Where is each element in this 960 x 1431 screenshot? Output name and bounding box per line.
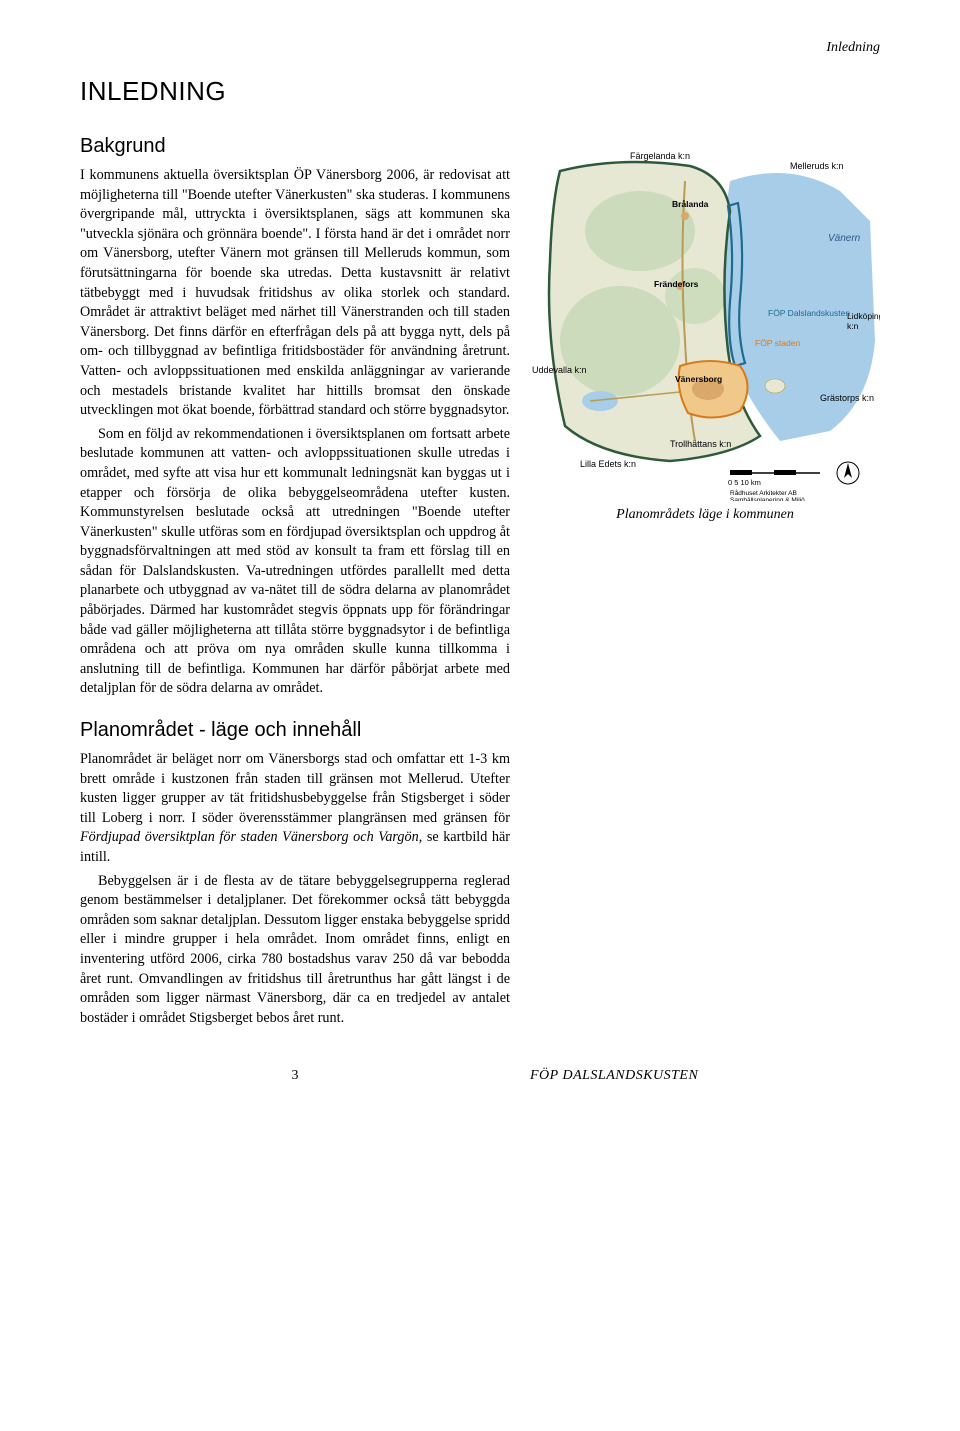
running-header: Inledning: [80, 40, 880, 56]
text-column: Bakgrund I kommunens aktuella översiktsp…: [80, 135, 510, 1032]
plan-p2-text: Bebyggelsen är i de flesta av de tätare …: [80, 873, 510, 1026]
map-label-frandefors: Frändefors: [654, 279, 699, 289]
page-footer: 3 FÖP DALSLANDSKUSTEN: [80, 1068, 880, 1084]
map-label-lidkoping2: k:n: [847, 321, 859, 331]
map-image: Färgelanda k:n Melleruds k:n Brålanda Fr…: [530, 141, 880, 501]
plan-p1-italic: Fördjupad översiktplan för staden Väners…: [80, 829, 419, 845]
bakgrund-p2-text: Som en följd av rekommendationen i övers…: [80, 426, 510, 697]
map-label-grastorp: Grästorps k:n: [820, 393, 874, 403]
map-scale-text: 0 5 10 km: [728, 478, 761, 487]
map-label-bralanda: Brålanda: [672, 199, 709, 209]
page-title: INLEDNING: [80, 76, 880, 107]
bakgrund-paragraph-2: Som en följd av rekommendationen i övers…: [80, 425, 510, 699]
two-column-layout: Bakgrund I kommunens aktuella översiktsp…: [80, 135, 880, 1032]
section-planomrade-heading: Planområdet - läge och innehåll: [80, 719, 510, 742]
footer-doc-title: FÖP DALSLANDSKUSTEN: [510, 1068, 880, 1084]
map-label-vanern: Vänern: [828, 233, 861, 244]
bakgrund-paragraph-1: I kommunens aktuella översiktsplan ÖP Vä…: [80, 166, 510, 421]
map-label-lidkoping: Lidköpings: [847, 311, 880, 321]
map-label-fop-dalsland: FÖP Dalslandskusten: [768, 308, 850, 318]
map-credit-1: Rådhuset Arkitekter AB: [730, 489, 797, 497]
planomrade-paragraph-2: Bebyggelsen är i de flesta av de tätare …: [80, 872, 510, 1029]
map-label-trollhattan: Trollhättans k:n: [670, 439, 731, 449]
page-number: 3: [80, 1068, 510, 1084]
map-label-fargelanda: Färgelanda k:n: [630, 151, 690, 161]
page: Inledning INLEDNING Bakgrund I kommunens…: [0, 0, 960, 1124]
figure-caption: Planområdets läge i kommunen: [530, 507, 880, 523]
map-credit-2: Samhällsplanering & Miljö: [730, 497, 805, 501]
section-bakgrund-heading: Bakgrund: [80, 135, 510, 158]
map-label-mellerud: Melleruds k:n: [790, 161, 844, 171]
map-label-vanersborg: Vänersborg: [675, 374, 722, 384]
map-label-uddevalla: Uddevalla k:n: [532, 365, 587, 375]
map-svg: Färgelanda k:n Melleruds k:n Brålanda Fr…: [530, 141, 880, 501]
map-label-lillaedet: Lilla Edets k:n: [580, 459, 636, 469]
plan-p1-a: Planområdet är beläget norr om Vänersbor…: [80, 751, 510, 826]
figure-column: Färgelanda k:n Melleruds k:n Brålanda Fr…: [530, 135, 880, 1032]
map-label-fop-staden: FÖP staden: [755, 338, 800, 348]
planomrade-paragraph-1: Planområdet är beläget norr om Vänersbor…: [80, 750, 510, 868]
